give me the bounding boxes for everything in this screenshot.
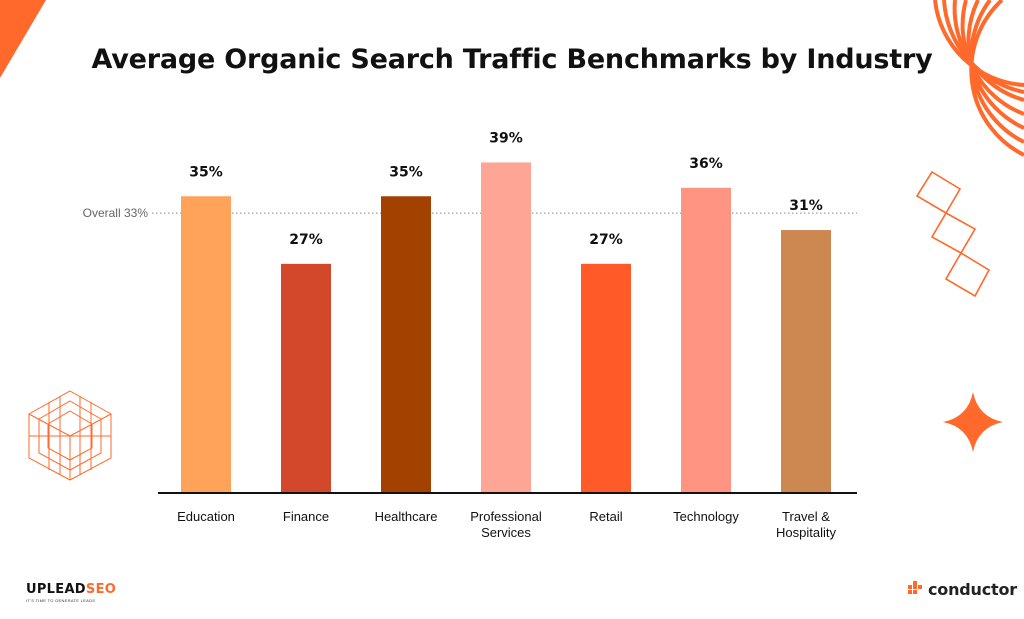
x-tick-label: Professional	[470, 509, 542, 524]
concentric-arcs-icon	[933, 0, 1024, 157]
overall-average-label: Overall 33%	[83, 206, 149, 220]
x-tick-label: Education	[177, 509, 235, 524]
upleadseo-wordmark-a: UPLEAD	[26, 582, 86, 597]
conductor-mark-icon	[908, 581, 922, 594]
upleadseo-tagline: IT'S TIME TO GENERATE LEADS	[26, 598, 96, 603]
x-tick-label: Technology	[673, 509, 739, 524]
x-tick-label: Services	[481, 525, 531, 540]
diamond-chain-icon	[915, 170, 991, 298]
corner-triangle-icon	[0, 0, 46, 78]
bar-technology	[681, 187, 731, 493]
conductor-wordmark: conductor	[928, 579, 1017, 599]
upleadseo-wordmark-b: SEO	[85, 582, 117, 597]
four-point-star-icon	[943, 392, 1003, 452]
chart-title: Average Organic Search Traffic Benchmark…	[91, 44, 933, 75]
x-tick-label: Finance	[283, 509, 329, 524]
bars-group: 35% Education 27% Finance 35% Healthcare 39% Pr…	[177, 130, 836, 540]
upleadseo-logo: UPLEADSEO IT'S TIME TO GENERATE LEADS	[26, 582, 116, 608]
x-tick-label: Retail	[589, 509, 622, 524]
x-tick-label: Travel &	[782, 509, 830, 524]
bar-travel-hospitality	[781, 230, 831, 493]
data-label: 36%	[689, 156, 723, 172]
bar-education	[181, 196, 231, 492]
data-label: 35%	[189, 164, 223, 180]
x-tick-label: Hospitality	[776, 525, 836, 540]
hexagon-grid-icon	[28, 390, 112, 481]
data-label: 35%	[389, 164, 423, 180]
data-label: 39%	[489, 130, 523, 146]
bar-healthcare	[381, 196, 431, 492]
x-tick-label: Healthcare	[375, 509, 438, 524]
upleadseo-wordmark: UPLEADSEO	[26, 582, 116, 597]
data-label: 27%	[289, 232, 323, 248]
bar-retail	[581, 263, 631, 492]
data-label: 31%	[789, 198, 823, 214]
conductor-logo: conductor	[908, 578, 1017, 600]
bar-professional-services	[481, 162, 531, 492]
bar-finance	[281, 263, 331, 492]
data-label: 27%	[589, 232, 623, 248]
